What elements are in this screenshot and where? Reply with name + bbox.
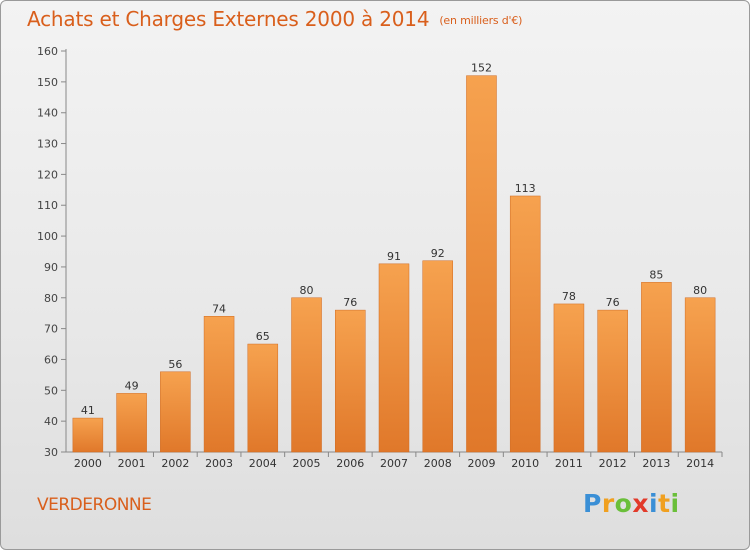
x-tick-label: 2001 <box>118 457 146 470</box>
y-tick-label: 80 <box>44 292 58 305</box>
data-label: 65 <box>256 330 270 343</box>
logo-letter: o <box>614 489 633 518</box>
x-tick-label: 2013 <box>642 457 670 470</box>
y-tick-label: 90 <box>44 261 58 274</box>
x-tick-label: 2008 <box>424 457 452 470</box>
y-tick-label: 130 <box>37 138 58 151</box>
chart-title-text: Achats et Charges Externes 2000 à 2014 <box>27 7 430 31</box>
y-tick-label: 50 <box>44 384 58 397</box>
axes: 30 40 50 60 70 80 90 100 110 120 130 140 150 160 2000 2… <box>37 45 723 470</box>
data-label: 41 <box>81 404 95 417</box>
logo-letter: i <box>670 489 680 518</box>
x-tick-label: 2004 <box>249 457 277 470</box>
bar <box>553 303 585 453</box>
x-tick-label: 2006 <box>336 457 364 470</box>
logo-letter: t <box>658 489 671 518</box>
bar <box>378 263 410 453</box>
place-name: VERDERONNE <box>37 495 152 515</box>
data-label: 56 <box>168 358 182 371</box>
data-label: 91 <box>387 250 401 263</box>
bar <box>203 316 235 453</box>
x-tick-label: 2014 <box>686 457 714 470</box>
bar <box>597 309 628 453</box>
x-tick-label: 2002 <box>161 457 189 470</box>
data-label: 152 <box>471 62 492 75</box>
data-label: 80 <box>300 284 314 297</box>
bar <box>116 393 147 453</box>
data-labels: 41 49 56 74 65 80 76 91 92 152 113 78 76 85 80 <box>81 62 707 417</box>
data-label: 80 <box>693 284 707 297</box>
proxiti-logo: Proxiti <box>583 489 680 518</box>
bar <box>422 260 453 453</box>
bar <box>509 195 541 453</box>
x-tick-label: 2000 <box>74 457 102 470</box>
y-tick-label: 40 <box>44 415 58 428</box>
x-tick-label: 2010 <box>511 457 539 470</box>
bar <box>72 417 104 453</box>
bar <box>335 309 366 453</box>
data-label: 85 <box>649 268 663 281</box>
x-tick-label: 2012 <box>599 457 627 470</box>
y-tick-label: 30 <box>44 446 58 459</box>
x-tick-label: 2007 <box>380 457 408 470</box>
data-label: 76 <box>606 296 620 309</box>
bar <box>247 343 279 453</box>
chart-unit: (en milliers d'€) <box>439 14 523 27</box>
logo-letter: r <box>601 489 615 518</box>
x-tick-label: 2003 <box>205 457 233 470</box>
bar <box>466 75 497 453</box>
y-tick-label: 100 <box>37 230 58 243</box>
data-label: 76 <box>343 296 357 309</box>
y-tick-label: 140 <box>37 107 58 120</box>
chart-title: Achats et Charges Externes 2000 à 2014 (e… <box>27 7 522 31</box>
logo-letter: x <box>632 489 649 518</box>
x-tick-label: 2005 <box>293 457 321 470</box>
data-label: 49 <box>125 379 139 392</box>
y-tick-label: 120 <box>37 168 58 181</box>
bar <box>684 297 716 453</box>
logo-letter: P <box>583 489 602 518</box>
bar <box>160 371 191 453</box>
y-tick-label: 70 <box>44 323 58 336</box>
x-tick-label: 2009 <box>467 457 495 470</box>
bars <box>72 75 716 453</box>
y-tick-label: 110 <box>37 199 58 212</box>
data-label: 113 <box>515 182 536 195</box>
data-label: 92 <box>431 247 445 260</box>
y-tick-label: 160 <box>37 45 58 58</box>
data-label: 74 <box>212 302 226 315</box>
bar <box>641 282 672 453</box>
y-tick-label: 60 <box>44 353 58 366</box>
data-label: 78 <box>562 290 576 303</box>
y-tick-label: 150 <box>37 76 58 89</box>
logo-letter: i <box>649 489 659 518</box>
bar <box>291 297 322 453</box>
x-tick-label: 2011 <box>555 457 583 470</box>
